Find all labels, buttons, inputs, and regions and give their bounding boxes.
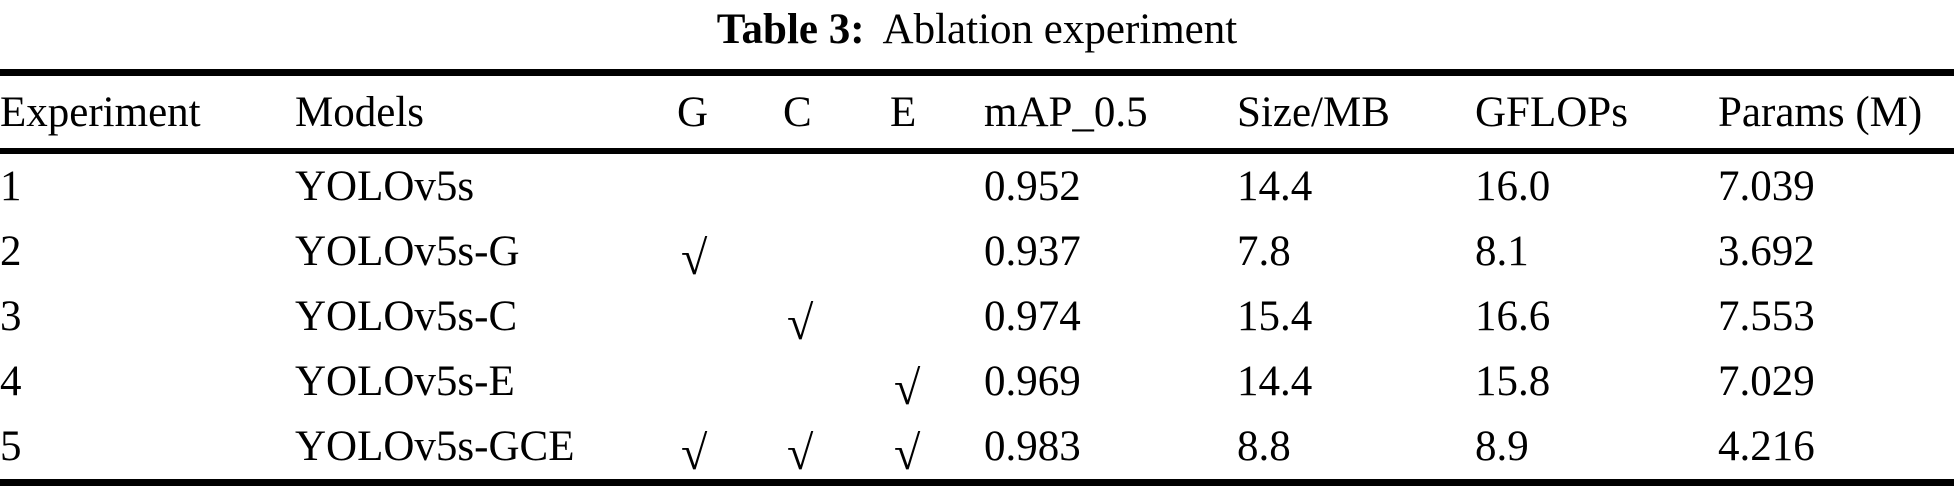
- cell-experiment: 2: [0, 228, 22, 275]
- cell-check-c: √: [783, 284, 890, 349]
- header-row: Experiment Models G C E mAP_0.5 Size/MB …: [0, 72, 1954, 154]
- col-header-g: G: [677, 72, 783, 154]
- table-row: 4 YOLOv5s-E √ 0.969 14.4 15.8 7.029: [0, 349, 1954, 414]
- cell-gflops: 8.9: [1475, 423, 1529, 470]
- cell-check-c: [783, 349, 890, 414]
- table-row: 5 YOLOv5s-GCE √ √ √ 0.983 8.8 8.9 4.216: [0, 414, 1954, 483]
- cell-check-g: √: [677, 219, 783, 284]
- cell-model: YOLOv5s-C: [295, 293, 518, 340]
- cell-size-mb: 14.4: [1237, 163, 1313, 210]
- cell-map05: 0.983: [984, 423, 1081, 470]
- table-caption-text: Ablation experiment: [882, 6, 1238, 53]
- col-header-params-m: Params (M): [1718, 72, 1954, 154]
- cell-size-mb: 14.4: [1237, 358, 1313, 405]
- cell-check-g: √: [677, 414, 783, 483]
- cell-experiment: 1: [0, 163, 22, 210]
- table-row: 1 YOLOv5s 0.952 14.4 16.0 7.039: [0, 151, 1954, 219]
- table-caption-label: Table 3:: [716, 6, 865, 53]
- cell-check-e: √: [890, 349, 984, 414]
- col-header-map05: mAP_0.5: [984, 72, 1237, 154]
- checkmark-icon: √: [681, 426, 708, 480]
- cell-check-c: [783, 151, 890, 219]
- cell-check-c: √: [783, 414, 890, 483]
- col-header-gflops: GFLOPs: [1475, 72, 1718, 154]
- cell-params-m: 7.553: [1718, 293, 1815, 340]
- cell-check-g: [677, 151, 783, 219]
- col-header-size-mb: Size/MB: [1237, 72, 1475, 154]
- cell-check-e: √: [890, 414, 984, 483]
- cell-gflops: 8.1: [1475, 228, 1529, 275]
- cell-check-e: [890, 284, 984, 349]
- cell-gflops: 15.8: [1475, 358, 1551, 405]
- cell-check-e: [890, 219, 984, 284]
- cell-model: YOLOv5s: [295, 163, 475, 210]
- cell-gflops: 16.6: [1475, 293, 1551, 340]
- checkmark-icon: √: [894, 361, 921, 415]
- cell-check-e: [890, 151, 984, 219]
- cell-model: YOLOv5s-GCE: [295, 423, 575, 470]
- table-row: 3 YOLOv5s-C √ 0.974 15.4 16.6 7.553: [0, 284, 1954, 349]
- cell-map05: 0.952: [984, 163, 1081, 210]
- table-caption: Table 3: Ablation experiment: [0, 2, 1954, 58]
- cell-params-m: 7.039: [1718, 163, 1815, 210]
- table-row: 2 YOLOv5s-G √ 0.937 7.8 8.1 3.692: [0, 219, 1954, 284]
- cell-map05: 0.937: [984, 228, 1081, 275]
- cell-map05: 0.969: [984, 358, 1081, 405]
- cell-gflops: 16.0: [1475, 163, 1551, 210]
- cell-check-g: [677, 284, 783, 349]
- cell-params-m: 3.692: [1718, 228, 1815, 275]
- cell-model: YOLOv5s-E: [295, 358, 515, 405]
- cell-params-m: 7.029: [1718, 358, 1815, 405]
- checkmark-icon: √: [787, 296, 814, 350]
- checkmark-icon: √: [787, 426, 814, 480]
- cell-size-mb: 15.4: [1237, 293, 1313, 340]
- cell-size-mb: 7.8: [1237, 228, 1291, 275]
- cell-experiment: 3: [0, 293, 22, 340]
- checkmark-icon: √: [681, 231, 708, 285]
- cell-check-g: [677, 349, 783, 414]
- col-header-experiment: Experiment: [0, 72, 295, 154]
- cell-size-mb: 8.8: [1237, 423, 1291, 470]
- cell-params-m: 4.216: [1718, 423, 1815, 470]
- cell-experiment: 5: [0, 423, 22, 470]
- col-header-e: E: [890, 72, 984, 154]
- col-header-models: Models: [295, 72, 677, 154]
- col-header-c: C: [783, 72, 890, 154]
- cell-experiment: 4: [0, 358, 22, 405]
- cell-check-c: [783, 219, 890, 284]
- checkmark-icon: √: [894, 426, 921, 480]
- ablation-table: Experiment Models G C E mAP_0.5 Size/MB …: [0, 69, 1954, 486]
- cell-model: YOLOv5s-G: [295, 228, 520, 275]
- cell-map05: 0.974: [984, 293, 1081, 340]
